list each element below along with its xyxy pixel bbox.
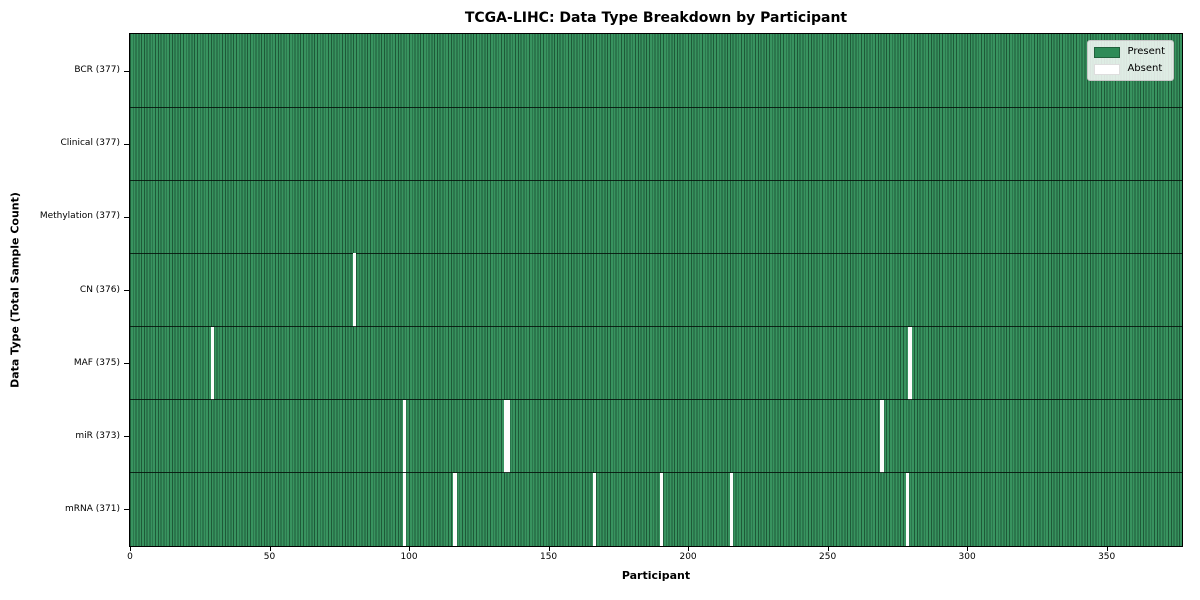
absent-cell: [905, 472, 909, 546]
y-tick-label: Clinical (377): [60, 138, 120, 149]
y-tick-label: mRNA (371): [65, 503, 120, 514]
y-tick-mark: [124, 70, 129, 72]
x-tick-mark: [688, 547, 690, 551]
x-tick-label: 0: [127, 552, 133, 562]
legend-label: Present: [1127, 46, 1165, 57]
row-separator: [130, 106, 1182, 108]
x-tick-mark: [269, 547, 271, 551]
y-tick-mark: [124, 216, 129, 218]
x-tick-mark: [1106, 547, 1108, 551]
y-tick-label: miR (373): [75, 430, 120, 441]
absent-cell: [403, 399, 407, 473]
absent-cell: [503, 399, 507, 473]
absent-cell: [453, 472, 457, 546]
legend-label: Absent: [1127, 63, 1163, 74]
absent-cell: [729, 472, 733, 546]
y-tick-label: MAF (375): [73, 357, 120, 368]
x-tick-label: 100: [400, 552, 418, 562]
x-tick-mark: [548, 547, 550, 551]
y-tick-label: CN (376): [79, 284, 120, 295]
row-separator: [130, 252, 1182, 254]
y-tick-mark: [124, 509, 129, 511]
y-tick-mark: [124, 436, 129, 438]
row-separator: [130, 179, 1182, 181]
row-separator: [130, 472, 1182, 474]
absent-cell: [659, 472, 664, 546]
y-tick-mark: [124, 290, 129, 291]
absent-cell: [210, 326, 214, 400]
y-tick-label: Methylation (377): [39, 211, 120, 222]
legend: Present Absent: [1087, 40, 1174, 81]
absent-swatch-icon: [1094, 63, 1121, 75]
y-tick-mark: [124, 363, 129, 365]
absent-cell: [403, 472, 407, 546]
x-axis-label: Participant: [621, 569, 691, 582]
y-tick-mark: [124, 143, 129, 145]
legend-item-present: Present: [1094, 46, 1165, 58]
x-tick-mark: [967, 547, 969, 551]
legend-item-absent: Absent: [1094, 63, 1165, 75]
row-separator: [130, 326, 1182, 328]
x-tick-label: 250: [819, 552, 837, 562]
x-tick-label: 200: [679, 552, 697, 562]
row-separator: [130, 399, 1182, 401]
chart-title: TCGA-LIHC: Data Type Breakdown by Partic…: [464, 10, 848, 26]
absent-cell: [908, 326, 912, 400]
absent-cell: [353, 253, 357, 327]
x-tick-label: 150: [539, 552, 558, 562]
x-tick-label: 350: [1098, 552, 1116, 562]
x-tick-label: 300: [958, 552, 976, 562]
x-tick-mark: [130, 547, 131, 551]
y-tick-label: BCR (377): [74, 65, 120, 76]
x-tick-label: 50: [263, 552, 276, 562]
absent-cell: [593, 472, 597, 546]
absent-cell: [506, 399, 510, 473]
heatmap-plot-area: Present Absent: [129, 33, 1183, 547]
x-tick-mark: [827, 547, 829, 551]
x-tick-mark: [409, 547, 411, 551]
present-swatch-icon: [1094, 46, 1121, 58]
absent-cell: [880, 399, 884, 473]
